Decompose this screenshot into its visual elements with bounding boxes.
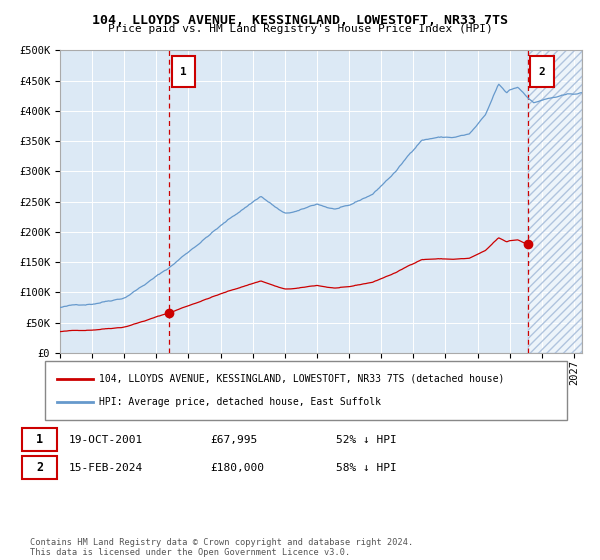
Text: 2: 2 xyxy=(36,461,43,474)
Bar xyxy=(528,50,582,353)
Text: 104, LLOYDS AVENUE, KESSINGLAND, LOWESTOFT, NR33 7TS (detached house): 104, LLOYDS AVENUE, KESSINGLAND, LOWESTO… xyxy=(99,374,505,384)
Text: 58% ↓ HPI: 58% ↓ HPI xyxy=(336,463,397,473)
Text: 52% ↓ HPI: 52% ↓ HPI xyxy=(336,435,397,445)
Text: 15-FEB-2024: 15-FEB-2024 xyxy=(69,463,143,473)
Text: 104, LLOYDS AVENUE, KESSINGLAND, LOWESTOFT, NR33 7TS: 104, LLOYDS AVENUE, KESSINGLAND, LOWESTO… xyxy=(92,14,508,27)
FancyBboxPatch shape xyxy=(530,57,554,87)
Text: £67,995: £67,995 xyxy=(210,435,257,445)
Text: HPI: Average price, detached house, East Suffolk: HPI: Average price, detached house, East… xyxy=(99,397,381,407)
Bar xyxy=(528,50,582,353)
FancyBboxPatch shape xyxy=(172,57,196,87)
Text: 1: 1 xyxy=(36,433,43,446)
Text: Contains HM Land Registry data © Crown copyright and database right 2024.
This d: Contains HM Land Registry data © Crown c… xyxy=(30,538,413,557)
Text: 19-OCT-2001: 19-OCT-2001 xyxy=(69,435,143,445)
Text: Price paid vs. HM Land Registry's House Price Index (HPI): Price paid vs. HM Land Registry's House … xyxy=(107,24,493,34)
Text: 2: 2 xyxy=(539,67,545,77)
Text: 1: 1 xyxy=(180,67,187,77)
Text: £180,000: £180,000 xyxy=(210,463,264,473)
